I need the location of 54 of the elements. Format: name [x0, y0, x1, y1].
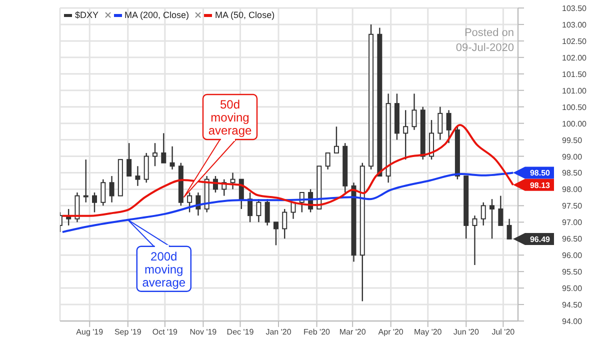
annotation: 98.13	[530, 180, 551, 190]
candlestick	[135, 166, 140, 187]
y-tick-label: 98.00	[562, 185, 583, 194]
candlestick	[74, 192, 80, 223]
x-tick-label: Jul '20	[492, 328, 516, 337]
x-tick-label: Sep '19	[114, 328, 142, 337]
legend-label: MA (200, Close)	[124, 10, 190, 20]
candlestick	[351, 182, 356, 262]
y-tick-label: 95.00	[562, 284, 583, 294]
x-tick-label: Nov '19	[190, 328, 218, 337]
x-tick-label: May '20	[414, 328, 442, 337]
candlestick	[109, 175, 114, 203]
annotation: 09-Jul-2020	[456, 41, 514, 56]
y-tick-label: 96.00	[562, 251, 583, 260]
y-tick-label: 97.50	[562, 202, 583, 211]
candlestick	[403, 110, 408, 160]
annotation: 98.50	[530, 168, 551, 178]
y-tick-label: 99.50	[562, 136, 583, 145]
y-tick-label: 94.00	[562, 317, 583, 326]
annotation: Posted on	[463, 26, 514, 41]
y-tick-label: 102.00	[562, 53, 588, 62]
candlestick	[386, 93, 391, 184]
annotation: 96.49	[530, 234, 551, 244]
y-tick-label: 101.00	[562, 86, 588, 96]
legend-label: $DXY	[75, 10, 99, 20]
y-tick-label: 101.50	[562, 70, 588, 79]
y-tick-label: 97.00	[562, 218, 583, 228]
y-tick-label: 103.50	[562, 4, 588, 13]
x-tick-label: Dec '19	[226, 328, 254, 337]
candlestick	[472, 214, 478, 266]
y-tick-label: 98.50	[562, 168, 583, 178]
y-tick-label: 103.00	[562, 20, 588, 30]
x-tick-label: Jan '20	[266, 328, 292, 337]
x-tick-label: Oct '19	[152, 328, 178, 337]
candlestick	[412, 93, 417, 131]
x-tick-label: Jun '20	[453, 328, 480, 337]
candlestick	[170, 146, 175, 170]
x-tick-label: Mar '20	[339, 328, 366, 337]
annotation: 200d moving average	[142, 249, 186, 290]
legend-label: MA (50, Close)	[215, 10, 275, 20]
candlestick	[446, 110, 452, 144]
annotation: 50d moving average	[208, 98, 252, 138]
x-tick-label: Aug '19	[76, 328, 104, 337]
y-tick-label: 95.50	[562, 268, 583, 277]
candlestick	[152, 142, 158, 167]
y-tick-label: 102.50	[562, 36, 588, 46]
y-tick-label: 100.00	[562, 119, 588, 128]
y-tick-label: 96.50	[562, 234, 583, 244]
candlestick	[438, 106, 443, 140]
y-tick-label: 94.50	[562, 300, 583, 310]
x-tick-label: Feb '20	[304, 328, 331, 337]
y-tick-label: 99.00	[562, 152, 583, 162]
x-tick-label: Apr '20	[378, 328, 404, 337]
y-tick-label: 100.50	[562, 102, 588, 112]
